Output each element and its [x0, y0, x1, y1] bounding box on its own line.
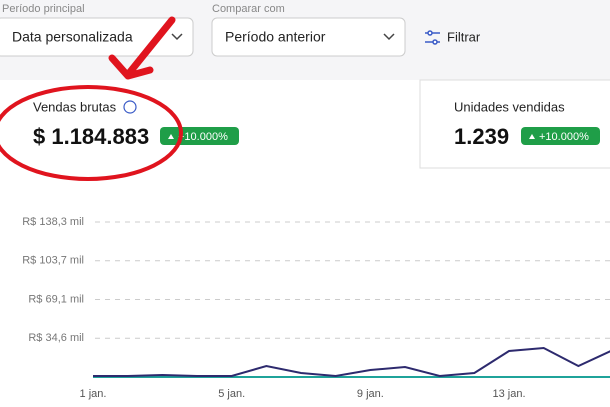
card-title: Vendas brutas — [33, 99, 117, 114]
x-tick-label: 5 jan. — [218, 388, 245, 400]
up-arrow — [529, 134, 535, 139]
card-value: 1.239 — [454, 124, 509, 149]
annotation-arrow — [108, 16, 176, 80]
y-tick-label: R$ 34,6 mil — [28, 332, 84, 344]
x-tick-label: 9 jan. — [357, 388, 384, 400]
compare-label: Comparar com — [212, 3, 285, 15]
compare-value: Período anterior — [225, 29, 326, 45]
card-value: $ 1.184.883 — [33, 124, 149, 149]
change-text: +10.000% — [178, 131, 228, 143]
x-tick-label: 13 jan. — [493, 388, 526, 400]
change-badge — [521, 127, 600, 145]
line — [93, 346, 610, 378]
filter-button[interactable]: Filtrar — [447, 29, 481, 44]
card — [419, 79, 610, 169]
main-period-dropdown[interactable] — [0, 17, 194, 57]
main-period-label: Período principal — [2, 3, 85, 15]
up-arrow — [168, 134, 174, 139]
y-tick-label: R$ 69,1 mil — [28, 293, 84, 305]
filter-icon[interactable] — [425, 30, 440, 45]
compare-dropdown[interactable] — [211, 17, 406, 57]
annotation-circle — [0, 85, 183, 181]
card-title: Unidades vendidas — [454, 99, 565, 114]
chevron — [383, 33, 395, 41]
chevron — [171, 33, 183, 41]
y-tick-label: R$ 138,3 mil — [22, 216, 84, 228]
x-tick-label: 1 jan. — [80, 388, 107, 400]
main-period-value: Data personalizada — [12, 29, 133, 45]
help-icon[interactable] — [123, 100, 137, 114]
change-text: +10.000% — [539, 131, 589, 143]
y-tick-label: R$ 103,7 mil — [22, 255, 84, 267]
